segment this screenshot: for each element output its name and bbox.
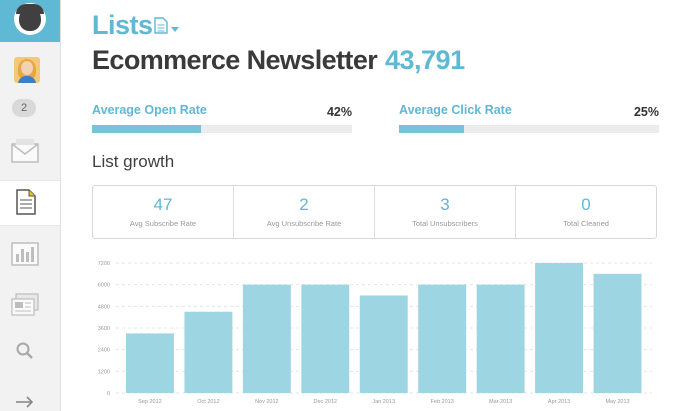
x-tick-label: Nov 2012 bbox=[255, 399, 279, 405]
lists-document-icon[interactable] bbox=[14, 189, 44, 217]
y-tick-label: 2400 bbox=[98, 348, 110, 354]
campaigns-envelope-icon[interactable] bbox=[10, 138, 40, 166]
y-tick-label: 0 bbox=[107, 391, 110, 397]
chart-bar[interactable] bbox=[418, 284, 467, 393]
list-growth-chart: 0 1200 2400 3600 4800 6000 7200 Sep 2012 Oct 201… bbox=[98, 261, 652, 405]
click-rate-fill bbox=[399, 125, 464, 133]
y-tick-label: 4800 bbox=[98, 304, 110, 310]
chevron-down-icon[interactable] bbox=[171, 27, 179, 32]
open-rate-track bbox=[92, 125, 352, 133]
stat-total-cleaned: 0 Total Cleaned bbox=[516, 186, 656, 238]
open-rate-label: Average Open Rate bbox=[92, 103, 207, 117]
x-tick-label: Jan 2013 bbox=[372, 399, 395, 405]
chart-bar[interactable] bbox=[593, 273, 642, 393]
stat-avg-subscribe-rate: 47 Avg Subscribe Rate bbox=[93, 186, 234, 238]
templates-stack-icon[interactable] bbox=[10, 293, 40, 321]
chart-bar[interactable] bbox=[301, 284, 350, 393]
collapse-arrow-icon[interactable] bbox=[14, 393, 44, 411]
x-tick-label: Oct 2012 bbox=[197, 399, 219, 405]
section-title[interactable]: Lists bbox=[92, 10, 153, 40]
main-content: Lists Ecommerce Newsletter 43,791 Averag… bbox=[92, 0, 662, 411]
sidebar: 2 bbox=[0, 0, 61, 411]
chart-bar[interactable] bbox=[242, 284, 291, 393]
stat-label: Total Cleaned bbox=[563, 219, 609, 228]
x-tick-label: May 2013 bbox=[605, 399, 629, 405]
lists-document-icon[interactable] bbox=[154, 17, 168, 39]
chart-bar[interactable] bbox=[184, 311, 233, 393]
chart-bar[interactable] bbox=[476, 284, 525, 393]
stat-value: 2 bbox=[299, 195, 309, 214]
chimp-logo-icon[interactable] bbox=[0, 0, 60, 42]
click-rate-track bbox=[399, 125, 659, 133]
x-tick-label: Mar 2013 bbox=[489, 399, 512, 405]
y-tick-label: 6000 bbox=[98, 283, 110, 289]
x-tick-label: Sep 2012 bbox=[138, 399, 162, 405]
chart-bar[interactable] bbox=[535, 263, 584, 393]
chart-bar[interactable] bbox=[126, 333, 174, 393]
growth-stats-panel: 47 Avg Subscribe Rate 2 Avg Unsubscribe … bbox=[92, 185, 657, 239]
stat-total-unsubscribers: 3 Total Unsubscribers bbox=[375, 186, 516, 238]
click-rate-label: Average Click Rate bbox=[399, 103, 512, 117]
search-icon[interactable] bbox=[15, 341, 45, 369]
stat-avg-unsubscribe-rate: 2 Avg Unsubscribe Rate bbox=[234, 186, 375, 238]
x-tick-label: Feb 2013 bbox=[431, 399, 454, 405]
stat-value: 3 bbox=[440, 195, 450, 214]
stat-value: 47 bbox=[153, 195, 173, 214]
stat-label: Total Unsubscribers bbox=[412, 219, 478, 228]
y-tick-label: 3600 bbox=[98, 326, 110, 332]
reports-chart-icon[interactable] bbox=[10, 241, 40, 269]
user-avatar[interactable] bbox=[14, 57, 40, 83]
chart-bar[interactable] bbox=[359, 295, 408, 394]
x-tick-label: Dec 2012 bbox=[314, 399, 338, 405]
list-name: Ecommerce Newsletter bbox=[92, 45, 378, 75]
x-tick-label: Apr 2013 bbox=[548, 399, 570, 405]
stat-label: Avg Subscribe Rate bbox=[129, 219, 197, 228]
click-rate-value: 25% bbox=[633, 105, 659, 119]
stat-label: Avg Unsubscribe Rate bbox=[266, 219, 342, 228]
open-rate-fill bbox=[92, 125, 202, 133]
y-tick-label: 7200 bbox=[98, 261, 110, 267]
subscriber-count: 43,791 bbox=[385, 45, 465, 75]
list-growth-title: List growth bbox=[92, 152, 175, 171]
open-rate-value: 42% bbox=[326, 105, 352, 119]
y-tick-label: 1200 bbox=[98, 369, 110, 375]
stat-value: 0 bbox=[581, 195, 591, 214]
notification-badge[interactable]: 2 bbox=[12, 99, 36, 117]
